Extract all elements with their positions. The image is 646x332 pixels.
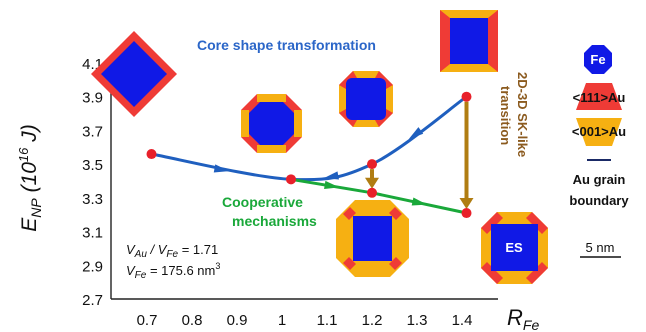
core-shape-title: Core shape transformation	[197, 37, 376, 53]
arrowhead	[323, 171, 339, 180]
x-tick-label: 1	[278, 312, 286, 329]
y-tick-label: 2.9	[82, 258, 103, 275]
x-tick-label: 0.9	[227, 312, 248, 329]
arrowhead	[324, 180, 340, 189]
es-label: ES	[505, 240, 523, 255]
data-point	[367, 187, 377, 198]
nanoparticle-square-top	[440, 10, 498, 72]
y-tick-label: 3.9	[82, 90, 103, 107]
data-markers	[146, 91, 472, 219]
cooperative-label: Cooperative	[222, 194, 303, 210]
legend-au001-label: <001>Au	[572, 124, 626, 139]
series-core-shape-curve	[151, 95, 468, 182]
transition-arrow-head	[459, 198, 474, 210]
legend: Fe <111>Au <001>Au Au grain boundary	[569, 45, 629, 208]
fe-volume: VFe = 175.6 nm3	[126, 261, 220, 281]
legend-fe-label: Fe	[590, 52, 605, 67]
y-tick-label: 3.3	[82, 191, 103, 208]
arrowhead	[411, 197, 428, 206]
data-point	[461, 91, 472, 102]
nanoparticle-cooperative	[336, 200, 409, 277]
x-tick-label: 1.3	[407, 312, 428, 329]
data-point	[461, 208, 472, 219]
sk-transition-label-2: transition	[498, 86, 513, 145]
y-tick-label: 3.7	[82, 123, 103, 140]
volume-ratio: VAu / VFe = 1.71	[126, 242, 218, 260]
y-tick-label: 3.1	[82, 225, 103, 242]
nanoparticle-equilibrium: ES	[481, 212, 548, 284]
legend-au111-swatch	[576, 83, 622, 110]
x-tick-label: 1.2	[362, 312, 383, 329]
scale-bar-label: 5 nm	[586, 240, 615, 255]
x-axis-label: RFe	[507, 305, 539, 332]
x-tick-label: 1.4	[452, 312, 473, 329]
y-tick-labels: 2.72.93.13.33.53.73.94.1	[82, 56, 103, 309]
data-point	[367, 159, 377, 170]
sk-transition-label: 2D-3D SK-like	[515, 72, 530, 157]
arrowhead	[213, 164, 230, 173]
transition-arrow-head	[365, 177, 379, 189]
x-tick-label: 0.7	[137, 312, 158, 329]
legend-au001-swatch	[576, 118, 622, 146]
nanoparticle-initial	[91, 31, 177, 117]
data-point	[146, 149, 157, 160]
legend-boundary-label-1: Au grain	[573, 172, 626, 187]
legend-boundary-label-2: boundary	[569, 193, 629, 208]
x-tick-label: 1.1	[317, 312, 338, 329]
y-axis-label: ENP (1016 J)	[16, 124, 44, 231]
arrowhead	[408, 127, 424, 140]
x-tick-label: 0.8	[182, 312, 203, 329]
mechanisms-label: mechanisms	[232, 213, 317, 229]
nanoparticle-rounded-square	[339, 71, 393, 127]
legend-fe-swatch	[584, 45, 612, 74]
x-tick-labels: 0.7 0.8 0.9 1 1.1 1.2 1.3 1.4	[137, 312, 473, 329]
transition-arrows	[365, 101, 474, 210]
direction-arrows	[213, 127, 428, 206]
y-tick-label: 3.5	[82, 157, 103, 174]
y-tick-label: 2.7	[82, 292, 103, 309]
legend-au111-label: <111>Au	[573, 90, 626, 105]
data-point	[286, 174, 296, 185]
nanoparticle-octagon	[241, 94, 302, 153]
